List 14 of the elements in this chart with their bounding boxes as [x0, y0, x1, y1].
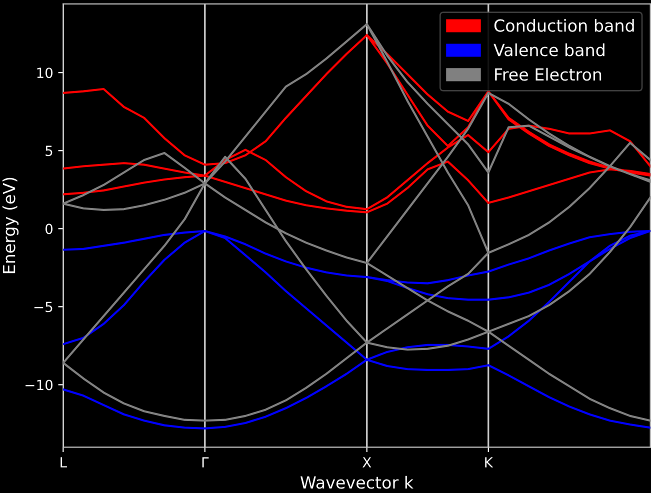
x-tick-label: K [485, 457, 494, 468]
y-tick-label: −5 [34, 302, 52, 312]
y-tick-label: −10 [26, 380, 52, 390]
x-tick-label: L [60, 457, 67, 468]
legend-label: Conduction band [494, 18, 634, 32]
y-tick-label: 10 [37, 68, 52, 78]
x-axis-title: Wavevector k [300, 476, 414, 489]
legend-label: Free Electron [495, 68, 602, 81]
y-tick-label: 5 [46, 146, 52, 156]
y-tick-label: 0 [46, 224, 52, 234]
x-tick-label: X [362, 457, 372, 468]
legend-label: Valence band [494, 43, 604, 56]
y-axis-title: Energy (eV) [2, 178, 19, 274]
x-tick-label: Γ [202, 457, 209, 468]
